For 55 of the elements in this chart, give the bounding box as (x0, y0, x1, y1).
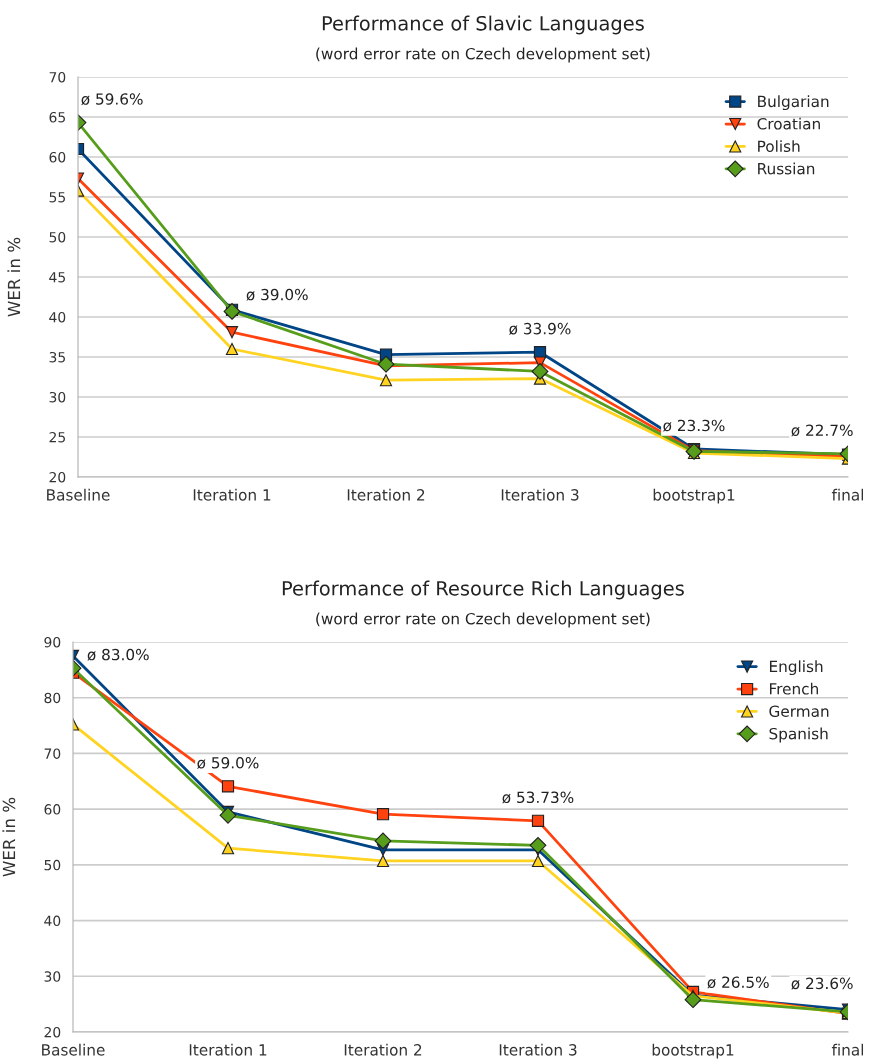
legend-label: German (769, 705, 829, 718)
legend-label: Bulgarian (758, 95, 829, 111)
x-tick-label: final (831, 488, 864, 501)
x-tick-label: Baseline (47, 488, 110, 501)
y-axis-title: WER in % (2, 797, 16, 877)
y-tick-label: 60 (44, 804, 61, 815)
y-tick-label: 20 (44, 1026, 61, 1038)
annotation: ø 59.6% (81, 93, 143, 106)
legend-label: French (769, 682, 818, 695)
chart-subtitle: (word error rate on Czech development set) (316, 612, 650, 628)
x-tick-label: Iteration 2 (347, 488, 425, 501)
y-tick-label: 45 (49, 272, 65, 283)
y-tick-label: 70 (44, 748, 61, 759)
legend-label: English (769, 660, 823, 676)
chart-title: Performance of Slavic Languages (322, 15, 644, 35)
x-tick-label: Iteration 3 (501, 488, 579, 501)
annotation: ø 83.0% (87, 648, 149, 661)
x-tick-label: Iteration 2 (344, 1043, 422, 1056)
y-tick-label: 25 (49, 431, 65, 443)
y-tick-label: 65 (49, 111, 65, 123)
y-tick-label: 40 (44, 915, 61, 927)
y-tick-label: 30 (44, 971, 61, 982)
y-tick-label: 50 (49, 231, 66, 243)
x-tick-label: Baseline (42, 1043, 105, 1056)
annotation: ø 26.5% (707, 976, 769, 989)
x-tick-label: Iteration 3 (499, 1043, 577, 1056)
annotation: ø 39.0% (246, 288, 308, 301)
annotation: ø 33.9% (509, 322, 571, 335)
legend-label: Croatian (757, 117, 820, 130)
annotation: ø 53.73% (502, 791, 574, 804)
y-tick-label: 50 (44, 859, 61, 871)
y-tick-label: 60 (49, 151, 66, 163)
annotation: ø 22.7% (791, 424, 853, 437)
x-tick-label: bootstrap1 (652, 1043, 734, 1059)
y-tick-label: 70 (49, 71, 66, 83)
legend-label: Spanish (769, 727, 828, 743)
y-tick-label: 35 (49, 351, 65, 363)
y-tick-label: 55 (49, 192, 65, 203)
legend-label: Polish (758, 140, 800, 153)
legend-label: Russian (758, 162, 815, 175)
chart-title: Performance of Resource Rich Languages (282, 580, 684, 600)
annotation: ø 23.3% (663, 419, 725, 432)
annotation: ø 23.6% (791, 977, 853, 990)
y-tick-label: 30 (49, 391, 66, 403)
x-tick-label: Iteration 1 (193, 488, 271, 501)
y-tick-label: 90 (44, 636, 61, 648)
x-tick-label: bootstrap1 (653, 488, 735, 504)
x-tick-label: final (831, 1043, 864, 1056)
y-tick-label: 40 (49, 311, 66, 323)
y-tick-label: 20 (49, 471, 66, 483)
y-tick-label: 80 (44, 692, 61, 704)
chart-subtitle: (word error rate on Czech development set) (316, 47, 650, 63)
y-axis-title: WER in % (7, 237, 21, 317)
annotation: ø 59.0% (197, 756, 259, 769)
x-tick-label: Iteration 1 (189, 1043, 267, 1056)
